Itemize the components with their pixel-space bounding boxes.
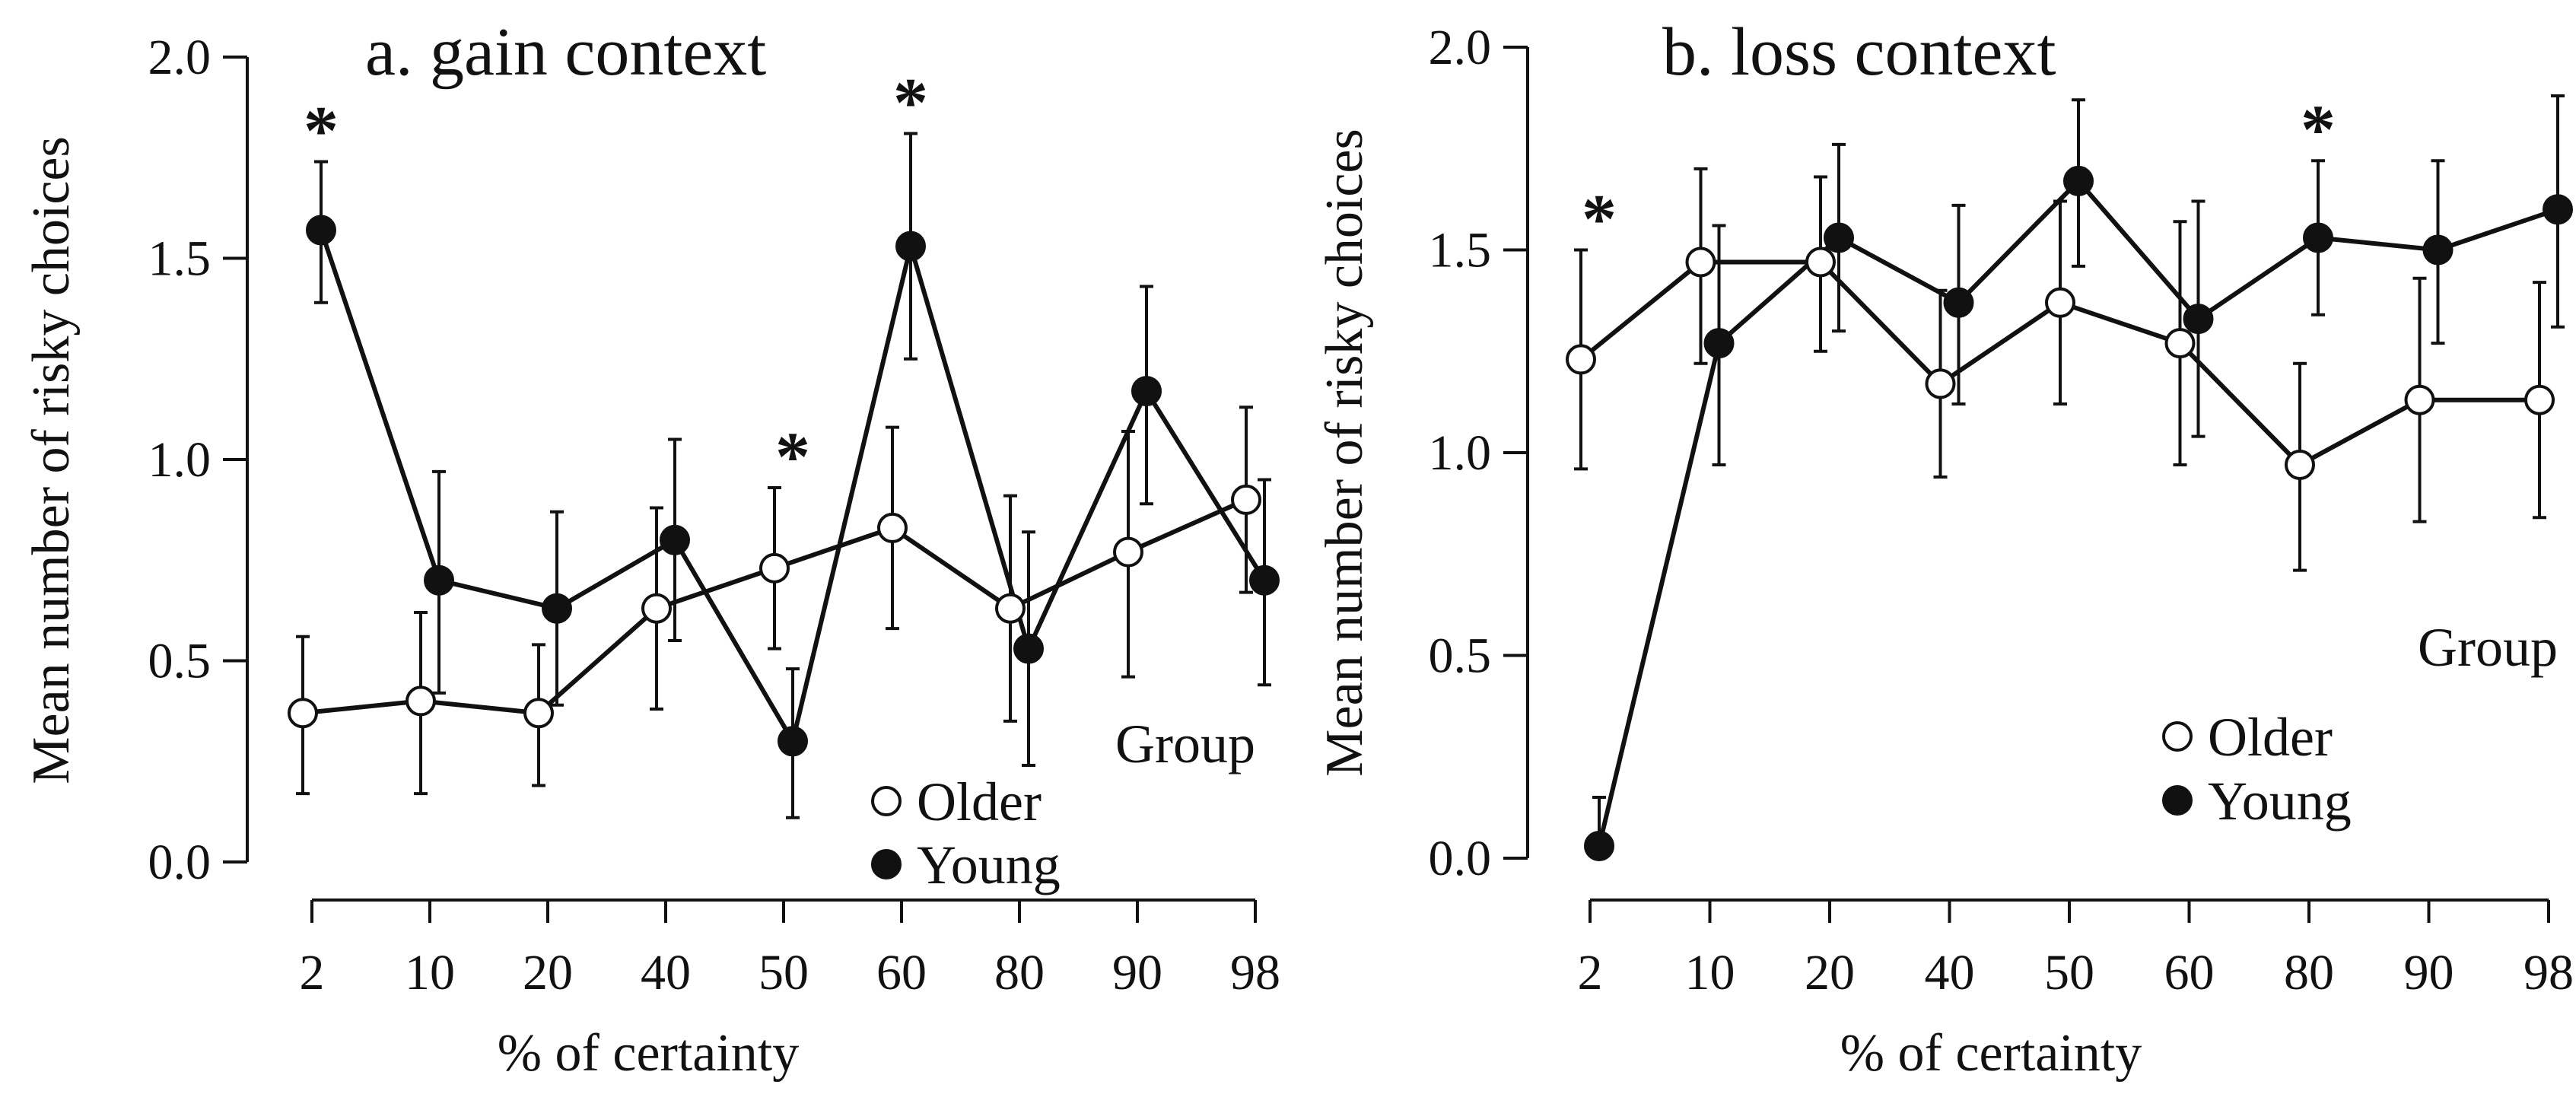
data-point-young: [1013, 633, 1044, 664]
data-point-young: [2063, 165, 2094, 196]
x-tick-label: 2: [300, 945, 325, 1000]
data-point-young: [2543, 194, 2573, 225]
legend-young-label: Young: [917, 835, 1061, 895]
x-tick-label: 80: [994, 945, 1045, 1000]
x-tick-label: 98: [1230, 945, 1280, 1000]
legend-young-marker: [2162, 785, 2193, 816]
data-point-older: [1685, 246, 1716, 278]
x-tick-label: 20: [523, 945, 573, 1000]
legend-young: Young: [871, 835, 1061, 895]
data-point-young: [542, 593, 572, 624]
data-point-older: [759, 552, 790, 584]
y-tick-label: 1.0: [1429, 425, 1492, 481]
significance-star: *: [1582, 180, 1617, 258]
data-point-older: [1925, 368, 1956, 399]
panel-gain-context: a. gain context Mean number of risky cho…: [22, 14, 1280, 1083]
data-point-young: [1249, 565, 1280, 596]
x-tick-label: 40: [1925, 945, 1975, 1000]
x-tick-label: 50: [2044, 945, 2094, 1000]
panel-loss-context: b. loss context Mean number of risky cho…: [1315, 14, 2574, 1083]
data-point-older: [2524, 384, 2555, 415]
data-point-young: [1943, 287, 1974, 318]
data-point-older: [2285, 449, 2315, 480]
legend-older-marker: [871, 786, 902, 816]
x-tick-label: 80: [2284, 945, 2334, 1000]
legend-older: Older: [871, 771, 1042, 832]
legend-young-marker: [871, 849, 902, 879]
x-tick-label: 10: [405, 945, 455, 1000]
x-tick-label: 90: [1112, 945, 1162, 1000]
data-point-older: [2404, 384, 2435, 415]
x-tick-label: 40: [641, 945, 691, 1000]
significance-star: *: [775, 418, 810, 495]
data-point-older: [1231, 484, 1261, 515]
data-point-older: [641, 593, 672, 624]
y-tick-label: 0.0: [1429, 831, 1492, 886]
data-point-older: [1566, 344, 1596, 375]
data-point-older: [877, 512, 908, 543]
y-tick-label: 0.0: [148, 835, 211, 890]
legend-young-label: Young: [2208, 771, 2352, 832]
data-point-older: [405, 685, 436, 717]
x-tick-label: 50: [758, 945, 809, 1000]
x-tick-label: 2: [1578, 945, 1603, 1000]
data-point-older: [288, 698, 318, 729]
y-axis-title: Mean number of risky choices: [1315, 129, 1374, 776]
y-tick-label: 1.5: [1429, 223, 1492, 278]
data-point-older: [1805, 246, 1836, 278]
y-tick-label: 1.0: [148, 432, 211, 488]
data-point-young: [306, 215, 336, 246]
legend-older-label: Older: [2208, 707, 2333, 768]
x-axis-title: % of certainty: [498, 1024, 799, 1083]
y-tick-label: 0.5: [1429, 628, 1492, 684]
y-axis-title: Mean number of risky choices: [22, 136, 81, 784]
data-point-older: [2164, 328, 2196, 359]
legend-older-label: Older: [917, 771, 1042, 832]
y-tick-label: 0.5: [148, 634, 211, 689]
significance-star: *: [304, 92, 339, 170]
data-point-older: [2045, 287, 2075, 318]
panel-title: a. gain context: [365, 14, 766, 90]
legend-older-marker: [2162, 721, 2193, 752]
significance-star: *: [893, 64, 928, 142]
significance-star: *: [2301, 91, 2336, 168]
data-point-young: [424, 565, 454, 596]
data-point-young: [1131, 376, 1162, 407]
data-point-young: [2183, 304, 2214, 335]
x-axis-title: % of certainty: [1840, 1024, 2142, 1083]
y-tick-label: 1.5: [148, 231, 211, 287]
series-line-young: [1597, 178, 2559, 847]
x-tick-label: 10: [1685, 945, 1735, 1000]
x-tick-label: 98: [2524, 945, 2574, 1000]
data-point-older: [1113, 536, 1143, 568]
legend-young: Young: [2162, 771, 2352, 832]
x-tick-label: 20: [1805, 945, 1855, 1000]
y-tick-label: 2.0: [148, 30, 211, 85]
x-tick-label: 60: [2164, 945, 2215, 1000]
data-point-young: [660, 524, 690, 555]
data-point-older: [995, 593, 1026, 624]
legend-title: Group: [2418, 617, 2558, 678]
x-tick-label: 90: [2404, 945, 2454, 1000]
data-point-young: [1584, 831, 1614, 862]
data-point-young: [1824, 222, 1854, 253]
legend-older: Older: [2162, 707, 2333, 768]
x-tick-label: 60: [876, 945, 927, 1000]
legend-title: Group: [1115, 714, 1255, 774]
data-point-young: [2422, 234, 2454, 266]
data-point-older: [523, 698, 554, 729]
data-point-young: [2303, 222, 2333, 253]
data-point-young: [1703, 328, 1735, 359]
panel-title: b. loss context: [1662, 14, 2056, 90]
y-tick-label: 2.0: [1429, 20, 1492, 75]
data-point-young: [778, 726, 808, 757]
data-point-young: [895, 231, 926, 262]
